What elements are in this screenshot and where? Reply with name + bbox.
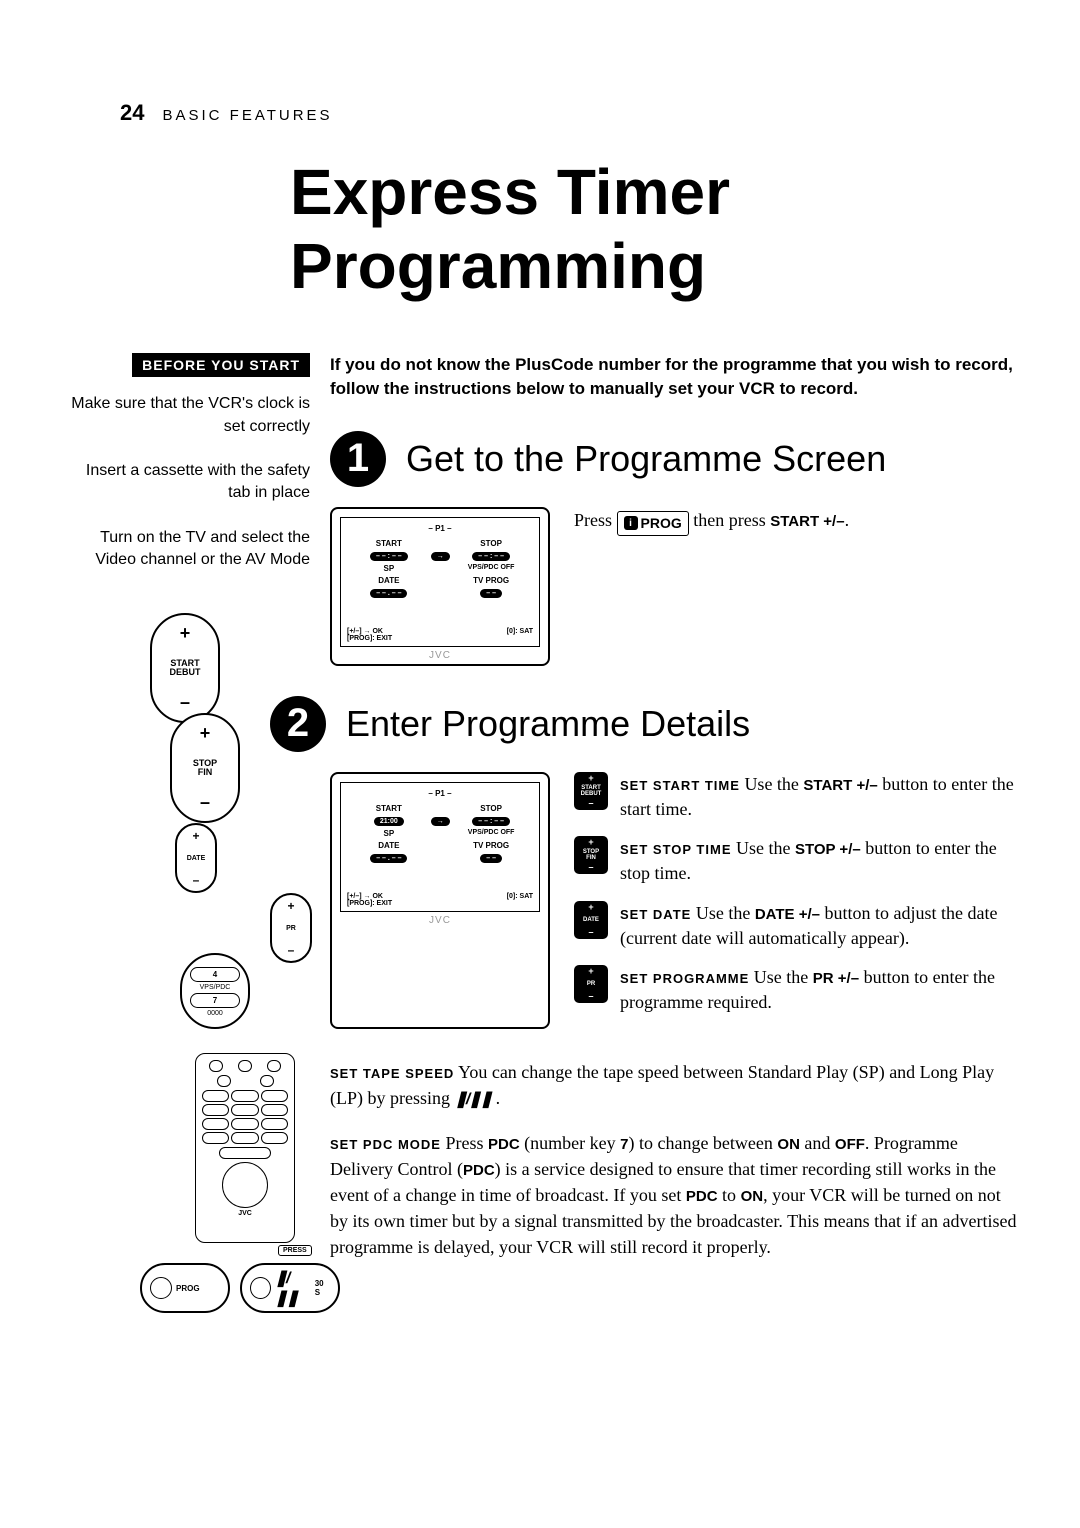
set-date: + DATE – SET DATE Use the DATE +/– butto… [574,901,1020,951]
remote-body: JVC [195,1053,295,1243]
set-stop-time: + STOP FIN – SET STOP TIME Use the STOP … [574,836,1020,886]
note-cassette: Insert a cassette with the safety tab in… [60,460,310,505]
remote-stop-button: + STOP FIN – [170,713,240,823]
pdc-mode-text: SET PDC MODE Press PDC (number key 7) to… [330,1130,1020,1260]
remote-prog-key: PROG [140,1263,230,1313]
step-1-badge: 1 [330,431,386,487]
date-button-icon: + DATE – [574,901,608,939]
remote-start-button: + START DEBUT – [150,613,220,723]
step-1-title: Get to the Programme Screen [406,438,886,480]
note-clock: Make sure that the VCR's clock is set co… [60,393,310,438]
set-start-time: + START DEBUT – SET START TIME Use the S… [574,772,1020,822]
page-number: 24 [120,100,144,126]
step-1-instruction: Press PROG then press START +/–. [574,507,849,666]
tv-screen-2: – P1 – START STOP 21:00 → – – : – – [330,772,550,1030]
stop-button-icon: + STOP FIN – [574,836,608,874]
start-button-icon: + START DEBUT – [574,772,608,810]
intro-text: If you do not know the PlusCode number f… [330,353,1020,401]
remote-pr-button: + PR – [270,893,312,963]
tv-screen-1: – P1 – START STOP – – : – – → – – : – – [330,507,550,666]
note-tv: Turn on the TV and select the Video chan… [60,527,310,572]
remote-splp-key: ❚/❚❚ 30 S [240,1263,340,1313]
splp-icon: ❚/❚❚ [455,1088,492,1111]
press-label: PRESS [278,1245,312,1256]
remote-num-keys: 4 VPS/PDC 7 0000 [180,953,250,1029]
tape-speed-text: SET TAPE SPEED You can change the tape s… [330,1059,1020,1111]
before-you-start-badge: BEFORE YOU START [132,353,310,377]
section-label: BASIC FEATURES [162,107,332,124]
set-programme: + PR – SET PROGRAMME Use the PR +/– butt… [574,965,1020,1015]
prog-key-inline: PROG [617,511,689,536]
pr-button-icon: + PR – [574,965,608,1003]
step-2-title: Enter Programme Details [346,703,750,745]
remote-date-button: + DATE – [175,823,217,893]
page-title: Express Timer Programming [290,156,1020,303]
